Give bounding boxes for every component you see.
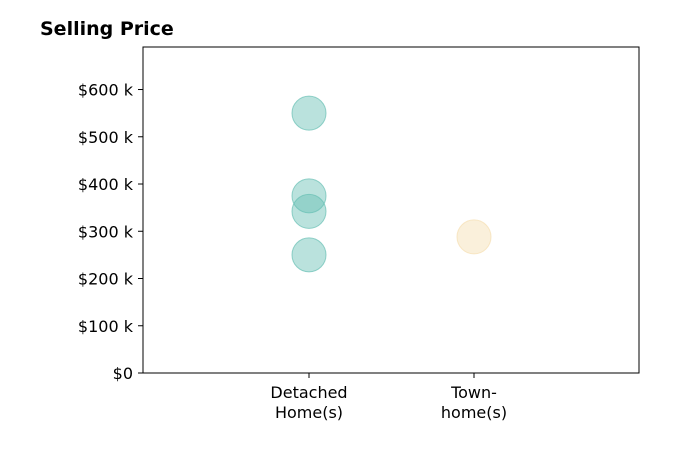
data-point <box>291 193 327 229</box>
data-point <box>291 95 327 131</box>
x-tick-label: home(s) <box>441 403 507 422</box>
data-point <box>291 237 327 273</box>
x-tick-label: Town- <box>450 383 497 402</box>
y-axis: $0 $100 k $200 k $300 k $400 k $500 k $600 k <box>78 81 143 383</box>
y-tick-label: $200 k <box>78 270 134 289</box>
chart-title: Selling Price <box>40 18 174 40</box>
y-tick-label: $400 k <box>78 175 134 194</box>
y-tick-label: $600 k <box>78 81 134 100</box>
data-point <box>291 178 327 214</box>
y-tick-label: $300 k <box>78 222 134 241</box>
marks-layer <box>291 95 492 273</box>
plot-area-frame <box>142 46 640 374</box>
x-tick-label: Home(s) <box>275 403 343 422</box>
y-tick-label: $0 <box>113 364 133 383</box>
x-tick-label: Detached <box>270 383 347 402</box>
y-tick-label: $100 k <box>78 317 134 336</box>
y-tick-label: $500 k <box>78 128 134 147</box>
data-point <box>456 219 492 255</box>
